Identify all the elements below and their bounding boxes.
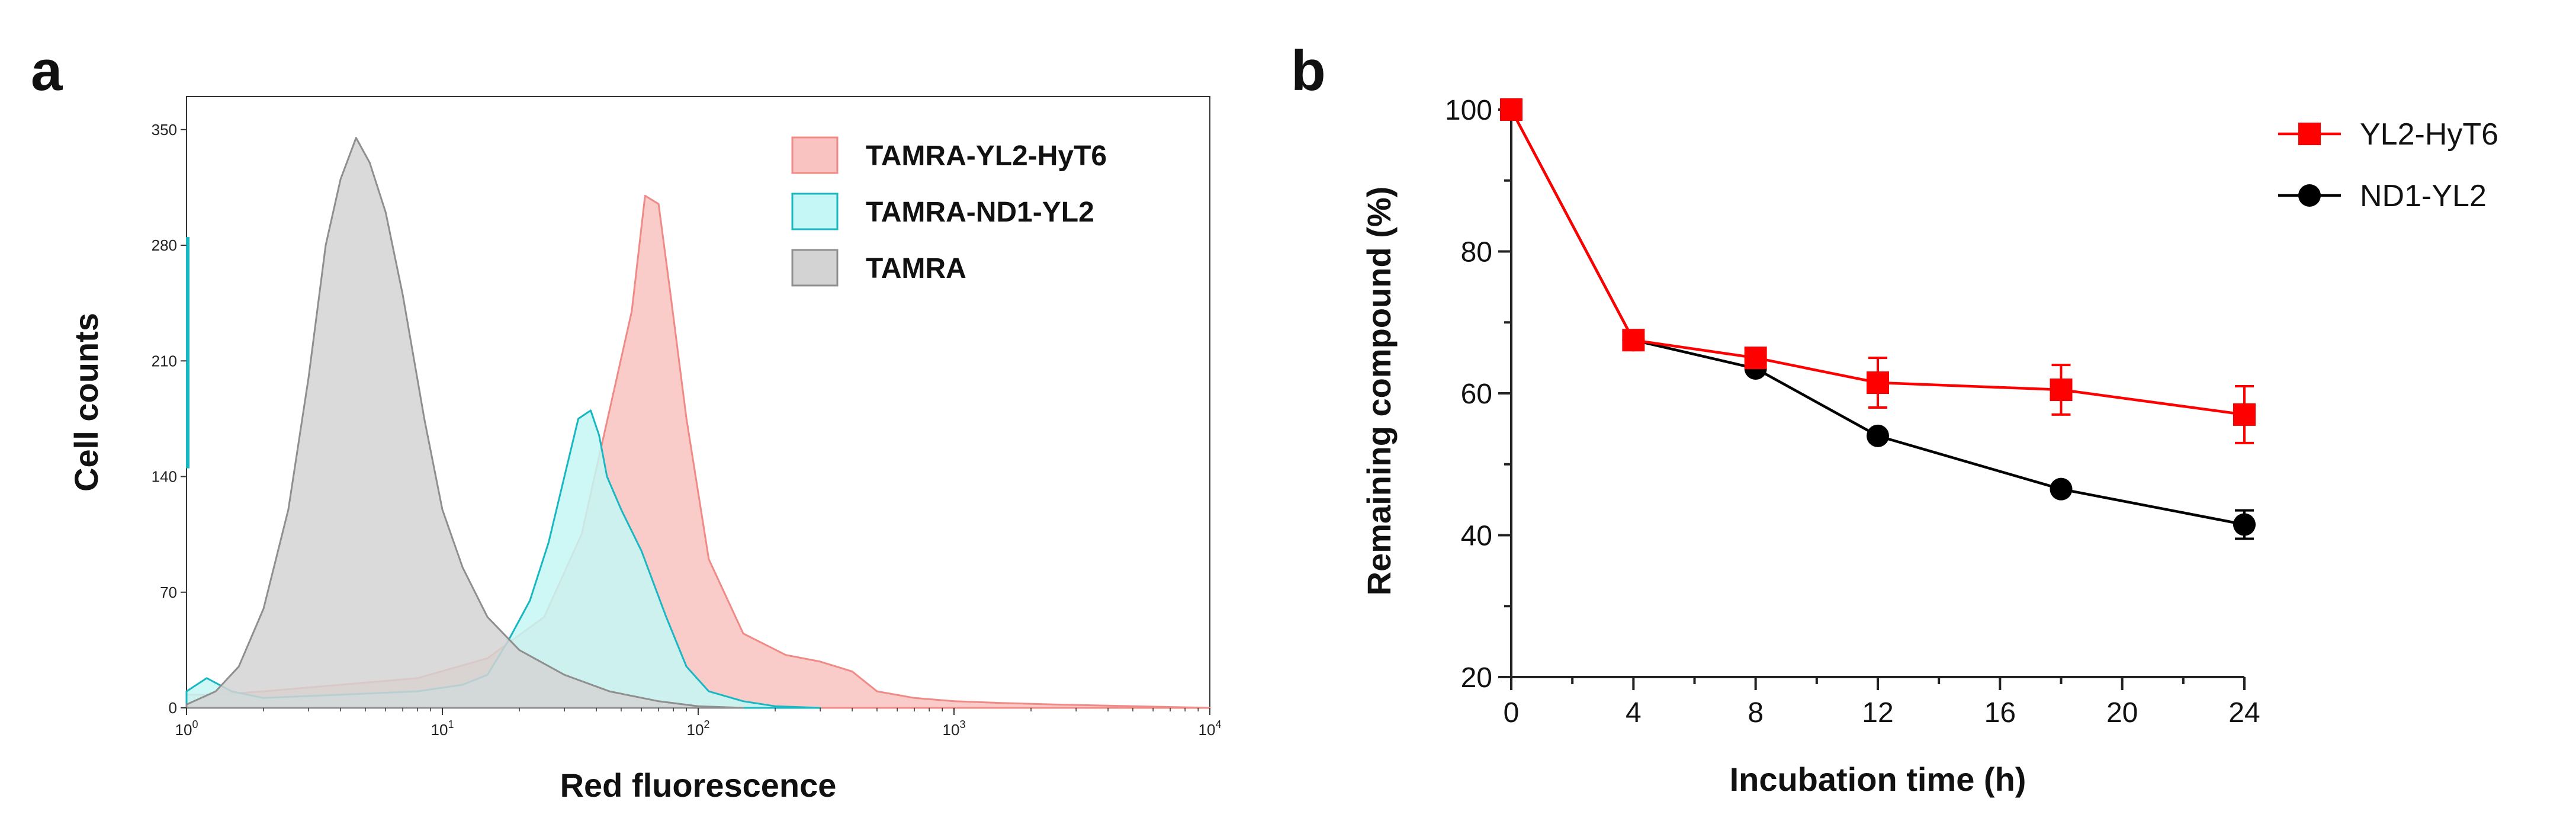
y-tick-label-a: 0 xyxy=(169,699,177,717)
legend-label-tamra-yl2-hyt6: TAMRA-YL2-HyT6 xyxy=(866,140,1107,172)
x-tick-base: 10 xyxy=(431,721,448,739)
x-axis-title-b: Incubation time (h) xyxy=(1730,761,2026,798)
data-point-yl2-hyt6 xyxy=(1744,347,1767,370)
legend-swatch-tamra xyxy=(791,249,839,287)
panel-b: b 20 40 60 80 100 0 4 8 12 16 20 24 Incubation time … xyxy=(1291,39,2498,798)
x-tick-exponent: 4 xyxy=(1215,719,1221,730)
legend-swatch-tamra-nd1-yl2 xyxy=(791,193,839,230)
histogram-area-tamra xyxy=(185,137,744,709)
x-tick-base: 10 xyxy=(943,721,960,739)
x-tick-exponent: 0 xyxy=(192,719,198,730)
data-point-yl2-hyt6 xyxy=(1500,98,1523,121)
y-axis-title-a: Cell counts xyxy=(68,313,105,492)
data-point-nd1-yl2 xyxy=(2050,477,2073,501)
legend-label-tamra-nd1-yl2: TAMRA-ND1-YL2 xyxy=(866,197,1094,228)
y-tick-label-a: 70 xyxy=(160,583,177,601)
data-point-nd1-yl2 xyxy=(1867,424,1889,447)
legend-marker-yl2-hyt6 xyxy=(2298,123,2321,145)
legend-b: YL2-HyT6 ND1-YL2 xyxy=(2278,117,2498,213)
legend-swatch-tamra-yl2-hyt6 xyxy=(791,136,839,174)
x-tick-base: 10 xyxy=(175,721,192,739)
x-tick-label-b: 16 xyxy=(1984,697,2016,729)
legend-label-tamra: TAMRA xyxy=(866,253,966,284)
series-line-yl2-hyt6 xyxy=(1510,108,2245,416)
x-tick-label-a: 102 xyxy=(687,719,710,739)
y-tick-label-a: 350 xyxy=(152,121,177,139)
y-tick-label-b: 40 xyxy=(1461,521,1492,552)
x-tick-label-a: 103 xyxy=(943,719,966,739)
x-tick-base: 10 xyxy=(1199,721,1216,739)
data-point-yl2-hyt6 xyxy=(2050,379,2073,402)
x-axis-title-a: Red fluorescence xyxy=(560,767,837,804)
data-point-yl2-hyt6 xyxy=(1622,329,1645,352)
y-tick-label-a: 140 xyxy=(152,468,177,486)
x-tick-label-b: 24 xyxy=(2228,697,2260,729)
legend-marker-nd1-yl2 xyxy=(2298,184,2321,207)
data-point-yl2-hyt6 xyxy=(1867,371,1889,395)
y-axis-title-b: Remaining compound (%) xyxy=(1360,187,1398,596)
panel-a-letter: a xyxy=(31,39,63,102)
x-tick-label-a: 100 xyxy=(175,719,198,739)
x-tick-label-b: 4 xyxy=(1626,697,1642,729)
data-point-nd1-yl2 xyxy=(2233,513,2256,536)
y-tick-label-b: 80 xyxy=(1461,237,1492,268)
x-tick-exponent: 1 xyxy=(448,719,454,730)
panel-b-letter: b xyxy=(1291,39,1326,102)
y-tick-label-b: 20 xyxy=(1461,662,1492,694)
x-tick-exponent: 3 xyxy=(959,719,965,730)
x-tick-label-b: 8 xyxy=(1748,697,1764,729)
y-tick-label-b: 100 xyxy=(1445,95,1492,126)
x-tick-exponent: 2 xyxy=(704,719,709,730)
y-tick-label-a: 280 xyxy=(152,236,177,254)
x-tick-label-a: 101 xyxy=(431,719,454,739)
legend-label-nd1-yl2: ND1-YL2 xyxy=(2360,179,2487,213)
x-tick-label-b: 0 xyxy=(1504,697,1520,729)
x-tick-base: 10 xyxy=(687,721,704,739)
data-point-yl2-hyt6 xyxy=(2233,403,2256,426)
x-tick-label-b: 12 xyxy=(1862,697,1893,729)
legend-a: TAMRA-YL2-HyT6 TAMRA-ND1-YL2 TAMRA xyxy=(791,136,1107,287)
y-tick-label-b: 60 xyxy=(1461,379,1492,410)
x-tick-label-b: 20 xyxy=(2106,697,2138,729)
y-tick-label-a: 210 xyxy=(152,352,177,370)
x-tick-label-a: 104 xyxy=(1199,719,1222,739)
legend-label-yl2-hyt6: YL2-HyT6 xyxy=(2360,117,2498,152)
